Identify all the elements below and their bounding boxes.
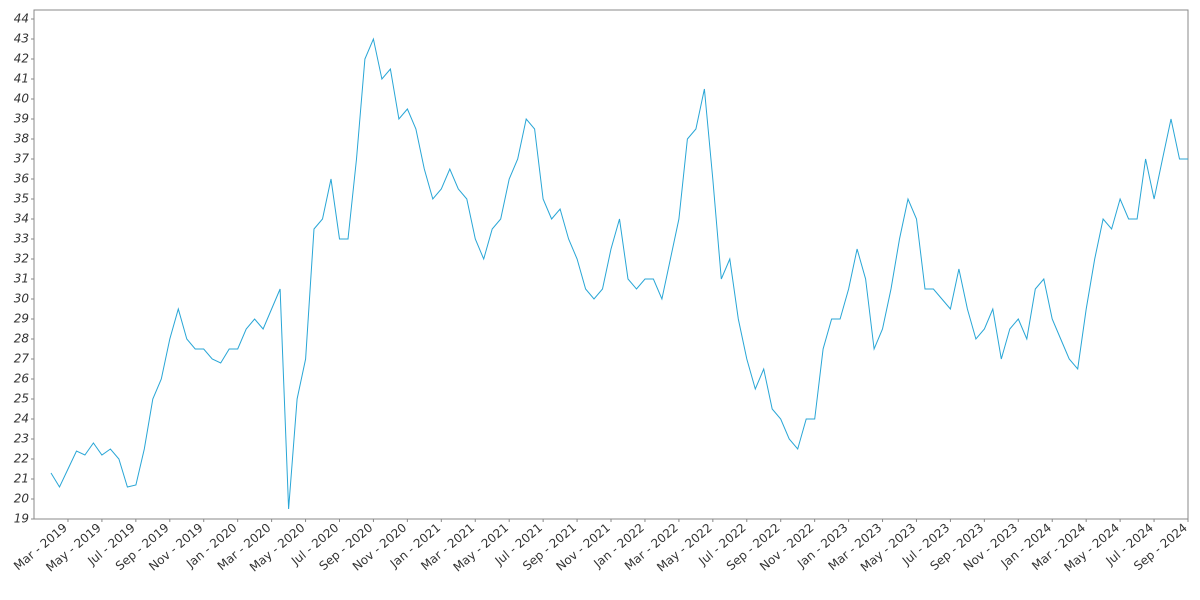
y-tick-label: 23 xyxy=(14,432,29,446)
y-tick-label: 35 xyxy=(14,192,29,206)
y-tick-label: 24 xyxy=(14,412,29,426)
y-tick-label: 28 xyxy=(14,332,30,346)
y-tick-label: 42 xyxy=(14,52,29,66)
plot-frame xyxy=(33,9,1189,520)
y-tick-label: 40 xyxy=(14,92,30,106)
y-tick-label: 34 xyxy=(14,212,29,226)
y-tick-label: 32 xyxy=(14,252,29,266)
y-tick-label: 20 xyxy=(14,492,30,506)
y-tick-label: 25 xyxy=(14,392,29,406)
y-tick-label: 43 xyxy=(14,32,29,46)
y-tick-label: 31 xyxy=(14,272,29,286)
y-tick-label: 26 xyxy=(14,372,30,386)
y-tick-label: 33 xyxy=(14,232,29,246)
y-tick-label: 36 xyxy=(14,172,30,186)
y-tick-label: 37 xyxy=(14,152,30,166)
y-tick-label: 21 xyxy=(14,472,29,486)
y-tick-label: 44 xyxy=(14,12,29,26)
y-tick-label: 38 xyxy=(14,132,30,146)
y-tick-label: 27 xyxy=(14,352,30,366)
y-tick-label: 22 xyxy=(14,452,29,466)
y-tick-label: 39 xyxy=(14,112,29,126)
data-line xyxy=(50,37,1188,510)
y-tick-label: 30 xyxy=(14,292,30,306)
y-tick-label: 19 xyxy=(14,512,29,526)
y-tick-label: 29 xyxy=(14,312,29,326)
y-tick-label: 41 xyxy=(14,72,29,86)
